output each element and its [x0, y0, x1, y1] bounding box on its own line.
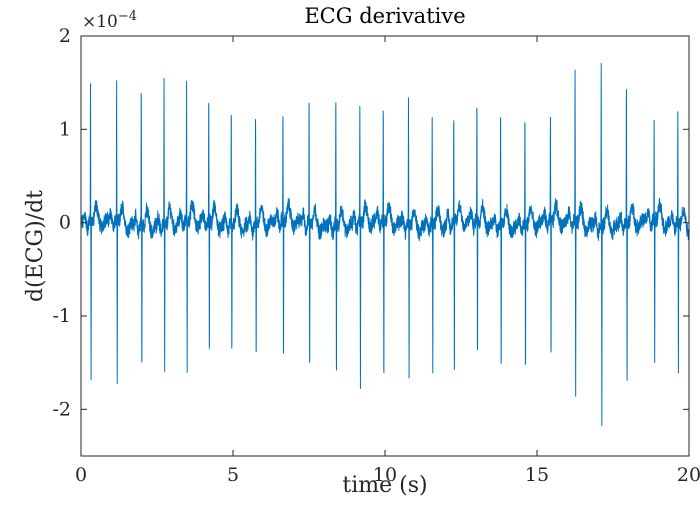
multiplier-base: ×10	[82, 12, 118, 32]
x-tick-label: 10	[373, 464, 397, 486]
y-axis-title: d(ECG)/dt	[23, 190, 48, 302]
y-tick-label: -1	[52, 305, 71, 327]
axes-layer: 0 5 10 15 20 -2 -1 0 1 2	[52, 25, 700, 486]
x-tick-label: 0	[75, 464, 87, 486]
x-tick-label: 15	[525, 464, 549, 486]
x-tick-label: 5	[227, 464, 239, 486]
y-axis-multiplier: ×10−4	[82, 9, 137, 32]
multiplier-exponent: −4	[118, 9, 137, 24]
y-tick-label: 1	[59, 118, 71, 140]
series-line-0	[80, 62, 690, 427]
chart-title: ECG derivative	[304, 4, 465, 28]
series-layer	[80, 62, 690, 427]
y-tick-label: 2	[59, 25, 71, 47]
plot-area	[81, 36, 689, 456]
x-tick-label: 20	[677, 464, 700, 486]
y-tick-label: -2	[52, 398, 71, 420]
x-axis-title: time (s)	[342, 473, 427, 498]
y-tick-label: 0	[59, 212, 71, 234]
